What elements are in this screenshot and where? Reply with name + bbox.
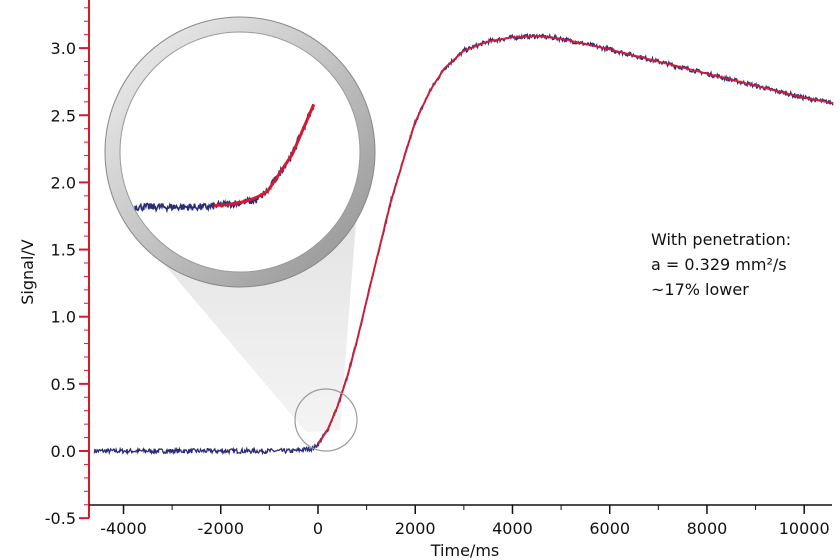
- plot-area: [93, 32, 834, 456]
- x-tick-label: 2000: [395, 519, 436, 538]
- series-fit: [317, 34, 834, 445]
- y-tick-label: 1.0: [51, 308, 76, 327]
- y-tick-label: 2.0: [51, 173, 76, 192]
- magnifier-inset: [104, 16, 376, 288]
- y-tick-label: 0.5: [51, 375, 76, 394]
- x-tick-label: 8000: [687, 519, 728, 538]
- annotation-line-2: a = 0.329 mm²/s: [651, 255, 787, 274]
- magnifier-lens: [119, 31, 361, 273]
- inset-plot: [134, 103, 316, 214]
- x-tick-label: -4000: [100, 519, 147, 538]
- y-axis: -0.50.00.51.01.52.02.53.03.5: [45, 0, 90, 528]
- x-tick-label: 6000: [589, 519, 630, 538]
- x-axis-title: Time/ms: [430, 541, 499, 560]
- y-tick-label: 3.0: [51, 39, 76, 58]
- inset-series-fit: [213, 103, 316, 208]
- annotation-line-3: ~17% lower: [651, 280, 749, 299]
- y-tick-label: 0.0: [51, 442, 76, 461]
- zoom-source-circle: [294, 388, 358, 452]
- y-tick-label: 1.5: [51, 241, 76, 260]
- y-tick-label: -0.5: [45, 509, 76, 528]
- annotation-line-1: With penetration:: [651, 230, 791, 249]
- x-axis: -4000 -2000 0 2000 4000 6000 8000 10000: [89, 504, 832, 538]
- y-axis-title: Signal/V: [18, 239, 37, 305]
- y-tick-label: 2.5: [51, 106, 76, 125]
- x-tick-label: 4000: [492, 519, 533, 538]
- x-tick-label: 0: [313, 519, 323, 538]
- x-tick-label: 10000: [779, 519, 830, 538]
- x-tick-label: -2000: [198, 519, 245, 538]
